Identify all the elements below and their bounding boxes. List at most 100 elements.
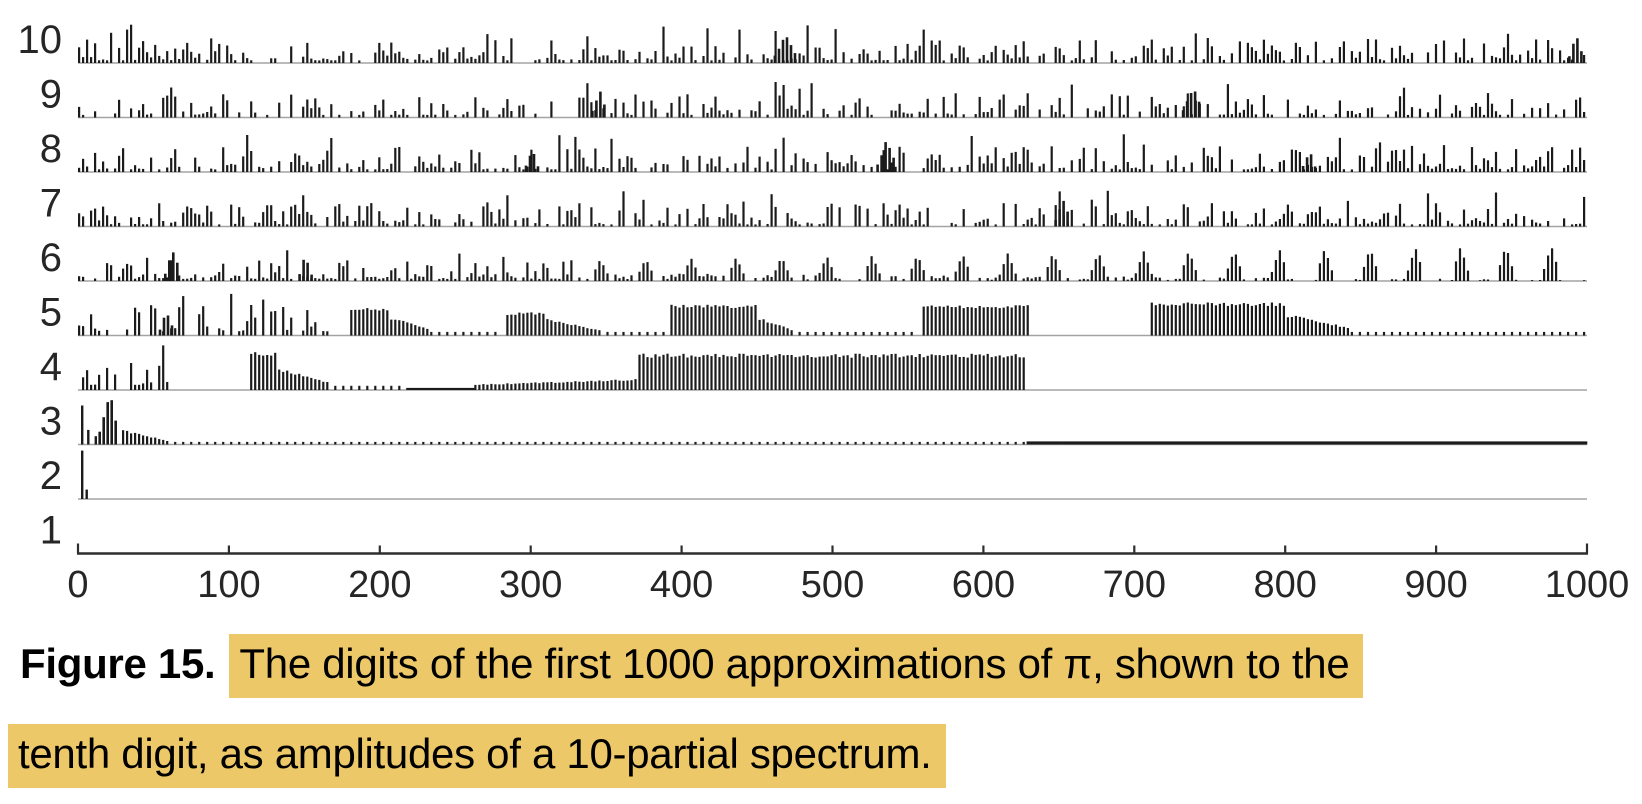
amplitude-bar: [454, 114, 457, 118]
amplitude-bar: [1126, 95, 1129, 118]
amplitude-bar: [558, 135, 561, 172]
amplitude-bar: [1018, 357, 1021, 390]
amplitude-bar: [630, 441, 633, 445]
amplitude-bar: [158, 203, 161, 227]
amplitude-bar: [442, 387, 447, 390]
amplitude-bar: [370, 203, 373, 227]
amplitude-bar: [1434, 166, 1438, 172]
amplitude-bar: [78, 47, 81, 63]
amplitude-bar: [834, 163, 837, 172]
amplitude-bar: [970, 136, 973, 172]
amplitude-bar: [558, 321, 561, 336]
amplitude-bar: [802, 274, 805, 281]
amplitude-bar: [382, 385, 385, 390]
amplitude-bar: [1030, 278, 1033, 281]
amplitude-bar: [1118, 222, 1121, 227]
amplitude-bar: [778, 261, 781, 281]
amplitude-bar: [142, 224, 145, 227]
caption-highlight-1: The digits of the first 1000 approximati…: [229, 634, 1364, 698]
amplitude-bar: [210, 211, 213, 227]
amplitude-bar: [1338, 137, 1341, 172]
amplitude-bar: [314, 379, 317, 390]
amplitude-bar: [1442, 441, 1448, 445]
amplitude-bar: [262, 441, 265, 445]
amplitude-bar: [86, 166, 89, 172]
amplitude-bar: [806, 331, 809, 336]
amplitude-bar: [738, 29, 741, 64]
amplitude-bar: [890, 223, 893, 227]
amplitude-bar: [172, 252, 175, 281]
amplitude-bar: [1066, 278, 1069, 281]
amplitude-bar: [1118, 96, 1121, 118]
amplitude-bar: [894, 166, 897, 172]
amplitude-bar: [170, 222, 173, 227]
amplitude-bar: [494, 331, 497, 336]
amplitude-bar: [1314, 41, 1317, 63]
amplitude-bar: [1486, 279, 1490, 281]
amplitude-bar: [934, 160, 937, 172]
amplitude-bar: [946, 305, 949, 336]
amplitude-bar: [470, 387, 475, 390]
amplitude-bar: [1478, 168, 1482, 172]
amplitude-bar: [682, 156, 685, 172]
amplitude-bar: [98, 169, 101, 172]
amplitude-bar: [926, 158, 929, 172]
amplitude-bar: [898, 60, 901, 63]
amplitude-bar: [1154, 441, 1159, 445]
amplitude-bar: [130, 265, 133, 281]
amplitude-bar: [546, 319, 549, 336]
amplitude-bar: [1326, 219, 1329, 227]
amplitude-bar: [78, 106, 81, 118]
amplitude-bar: [642, 199, 645, 227]
amplitude-bar: [1134, 218, 1137, 227]
amplitude-bar: [1102, 441, 1107, 445]
amplitude-bar: [498, 114, 501, 118]
amplitude-bar: [1166, 219, 1169, 227]
amplitude-bar: [790, 165, 793, 172]
amplitude-bar: [478, 331, 481, 336]
amplitude-bar: [1406, 58, 1410, 63]
amplitude-bar: [278, 266, 281, 281]
amplitude-bar: [1322, 322, 1325, 336]
amplitude-bar: [714, 166, 717, 172]
amplitude-bar: [1054, 441, 1059, 445]
amplitude-bar: [1026, 305, 1029, 336]
amplitude-bar: [202, 222, 205, 227]
amplitude-bar: [606, 441, 609, 445]
amplitude-bar: [170, 260, 173, 281]
amplitude-bar: [1579, 147, 1582, 172]
amplitude-bar: [1278, 303, 1281, 336]
amplitude-bar: [414, 224, 417, 227]
amplitude-bar: [706, 354, 709, 390]
amplitude-bar: [262, 212, 265, 227]
amplitude-bar: [702, 441, 705, 445]
amplitude-bar: [806, 441, 809, 445]
amplitude-bar: [1086, 441, 1091, 445]
amplitude-bar: [1414, 331, 1418, 336]
amplitude-bar: [366, 206, 369, 227]
amplitude-bar: [1242, 279, 1245, 281]
amplitude-bar: [862, 441, 865, 445]
amplitude-bar: [262, 277, 265, 281]
amplitude-bar: [1050, 256, 1053, 281]
amplitude-bar: [442, 104, 445, 118]
amplitude-bar: [830, 355, 833, 390]
amplitude-bar: [950, 222, 953, 227]
amplitude-bar: [1134, 273, 1137, 281]
amplitude-bar: [426, 60, 429, 63]
amplitude-bar: [1062, 167, 1065, 172]
amplitude-bar: [1531, 107, 1534, 118]
amplitude-bar: [230, 163, 233, 172]
amplitude-bar: [790, 277, 793, 281]
amplitude-bar: [586, 328, 589, 336]
amplitude-bar: [1058, 97, 1061, 118]
amplitude-bar: [1070, 441, 1075, 445]
amplitude-bar: [1214, 305, 1217, 336]
amplitude-bar: [894, 45, 897, 63]
amplitude-bar: [1438, 94, 1442, 118]
amplitude-bar: [446, 331, 449, 336]
amplitude-bar: [270, 205, 273, 227]
amplitude-bar: [346, 215, 349, 227]
amplitude-bar: [254, 317, 257, 336]
amplitude-bar: [918, 111, 921, 118]
